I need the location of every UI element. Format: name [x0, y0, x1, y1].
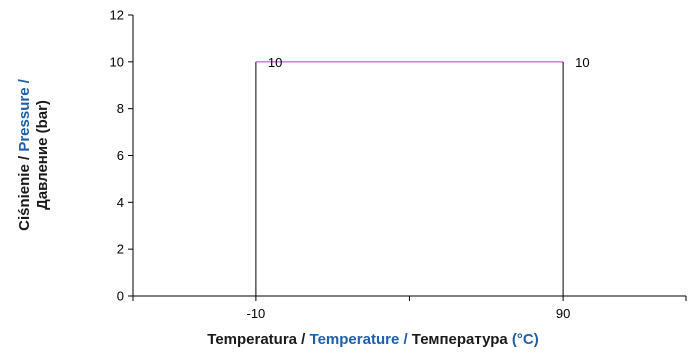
axis-title-part: Pressure / [16, 78, 33, 151]
axis-title-part: Temperature / [310, 331, 412, 348]
axis-title-part: Ciśnienie / [16, 152, 33, 231]
y-tick-label: 4 [117, 195, 124, 210]
x-tick-label: -10 [246, 306, 265, 321]
y-tick-label: 10 [110, 54, 124, 69]
x-axis-title: Temperatura / Temperature / Температура … [207, 331, 538, 348]
y-tick-label: 0 [117, 289, 124, 304]
y-tick-label: 6 [117, 148, 124, 163]
y-tick-label: 2 [117, 242, 124, 257]
axis-title-part: Давление (bar) [34, 100, 51, 210]
labels: 10 10 [268, 55, 590, 70]
y-tick-label: 12 [110, 8, 124, 23]
axes: 0 2 4 6 8 10 12 -10 90 [110, 8, 687, 321]
y-tick-label: 8 [117, 101, 124, 116]
data-label: 10 [575, 55, 589, 70]
y-axis-title-line2: Давление (bar) [34, 100, 51, 210]
data-label: 10 [268, 55, 282, 70]
axis-title-part: Температура [412, 331, 512, 348]
axis-title-part: (°C) [512, 331, 539, 348]
y-axis-title-line1: Ciśnienie / Pressure / [16, 78, 33, 231]
x-tick-label: 90 [556, 306, 570, 321]
series [255, 61, 564, 296]
axis-title-part: Temperatura / [207, 331, 309, 348]
